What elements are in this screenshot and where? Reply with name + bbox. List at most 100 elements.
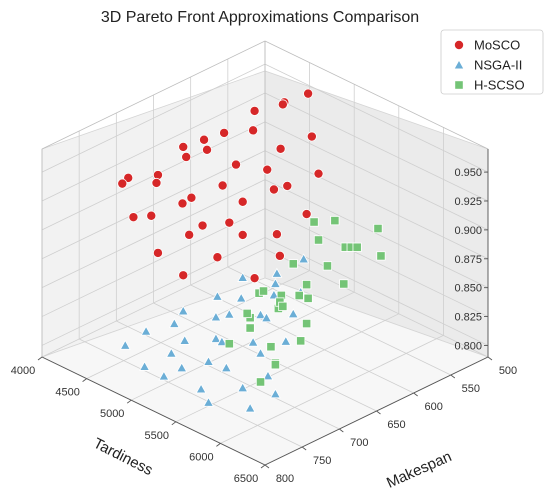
- legend-label: NSGA-II: [474, 58, 522, 73]
- legend: MoSCO NSGA-II H-SCSO: [440, 29, 544, 95]
- data-points: [117, 88, 386, 413]
- data-point: [296, 336, 306, 346]
- data-point: [303, 88, 314, 99]
- data-point: [139, 360, 151, 371]
- legend-item: MoSCO: [453, 38, 520, 53]
- data-point: [352, 242, 362, 252]
- data-point: [177, 305, 189, 316]
- x-tick-label: 750: [313, 455, 331, 467]
- data-point: [178, 141, 189, 152]
- legend-label: H-SCSO: [474, 78, 525, 93]
- data-point: [268, 184, 279, 195]
- grid-line: [227, 266, 452, 376]
- x-tick-label: 650: [387, 419, 405, 431]
- data-point: [302, 280, 312, 290]
- x-tick-label: 800: [276, 473, 294, 485]
- grid-line: [41, 63, 266, 173]
- data-point: [128, 212, 139, 223]
- grid-line: [264, 248, 489, 358]
- data-point: [280, 335, 292, 346]
- data-point: [275, 143, 286, 154]
- z-tick-label: 0.800: [454, 340, 482, 352]
- grid-line: [175, 313, 399, 423]
- x-tick-label: 700: [350, 437, 368, 449]
- y-tick-label: 4500: [55, 387, 79, 399]
- data-point: [224, 217, 235, 228]
- data-point: [203, 396, 214, 407]
- data-point: [123, 172, 134, 183]
- legend-item: NSGA-II: [453, 58, 522, 73]
- data-point: [244, 402, 256, 413]
- data-point: [146, 210, 157, 221]
- box-edge: [41, 40, 266, 150]
- data-point: [211, 290, 223, 301]
- y-tick-mark: [171, 421, 177, 426]
- grid-line: [86, 270, 310, 379]
- z-tick-label: 0.925: [454, 196, 482, 208]
- grid-line: [264, 63, 489, 173]
- data-point: [117, 178, 128, 189]
- x-tick-mark: [264, 464, 270, 469]
- data-point: [220, 362, 232, 373]
- data-point: [177, 198, 188, 209]
- data-point: [306, 131, 317, 142]
- data-point: [140, 325, 152, 336]
- x-axis-label: Makespan: [384, 448, 454, 492]
- data-point: [301, 209, 312, 220]
- data-point: [271, 229, 282, 240]
- y-tick-mark: [126, 399, 132, 404]
- data-point: [255, 377, 266, 387]
- y-tick-label: 6500: [234, 473, 258, 485]
- y-tick-label: 5500: [145, 430, 169, 442]
- grid-line: [264, 208, 489, 317]
- series-h-scso: [224, 216, 386, 387]
- y-tick-mark: [216, 443, 221, 447]
- data-point: [151, 177, 162, 188]
- data-point: [119, 339, 131, 350]
- y-tick-label: 5000: [100, 408, 124, 420]
- data-point: [158, 370, 170, 381]
- data-point: [195, 383, 207, 394]
- x-tick-mark: [413, 392, 418, 397]
- y-axis-line: [41, 356, 266, 466]
- data-point: [247, 336, 259, 347]
- grid-line: [116, 320, 340, 430]
- grid-line: [41, 92, 266, 202]
- data-point: [202, 144, 213, 155]
- data-point: [288, 259, 298, 269]
- data-point: [179, 334, 191, 345]
- data-point: [330, 216, 340, 226]
- data-point: [181, 151, 192, 162]
- data-point: [376, 251, 386, 261]
- grid-line: [264, 121, 489, 231]
- data-point: [248, 125, 259, 136]
- data-point: [249, 273, 260, 284]
- series-mosco: [117, 88, 324, 284]
- data-point: [255, 347, 267, 358]
- data-point: [309, 217, 319, 227]
- grid-line: [264, 179, 489, 289]
- grid-line: [264, 237, 489, 346]
- x-tick-mark: [376, 410, 381, 415]
- data-point: [298, 253, 310, 264]
- x-tick-mark: [301, 446, 307, 451]
- data-point: [274, 250, 285, 261]
- axis-ticks: 500 550 600 650 700 750 800 4000 4500 5000 5500 600…: [11, 167, 517, 485]
- grid-line: [41, 150, 266, 260]
- data-point: [277, 99, 288, 110]
- data-point: [268, 289, 280, 300]
- data-point: [212, 252, 223, 263]
- data-point: [210, 311, 222, 322]
- data-point: [237, 196, 248, 207]
- data-point: [219, 127, 230, 138]
- grid-line: [41, 179, 266, 289]
- y-tick-label: 6000: [189, 451, 213, 463]
- data-point: [176, 362, 188, 373]
- x-tick-label: 550: [462, 383, 480, 395]
- data-point: [339, 279, 349, 289]
- data-point: [271, 267, 283, 278]
- chart-title: 3D Pareto Front Approximations Compariso…: [101, 9, 419, 26]
- data-point: [313, 168, 324, 179]
- data-point: [266, 342, 276, 352]
- data-point: [278, 301, 288, 311]
